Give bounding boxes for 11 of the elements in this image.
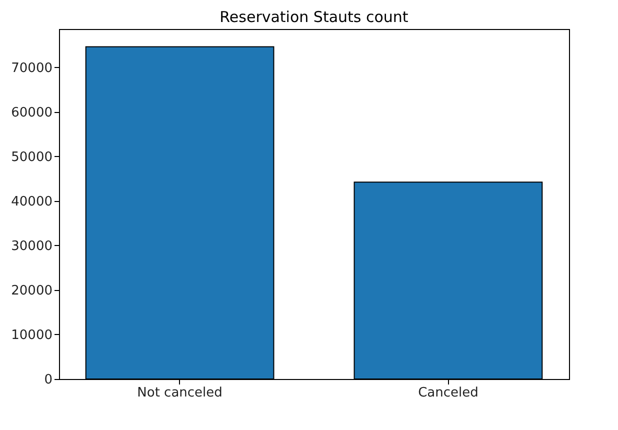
y-tick-label: 50000 [11,150,52,165]
y-tick-label: 60000 [11,105,52,120]
y-tick-label: 70000 [11,60,52,76]
y-tick-label: 10000 [11,328,52,343]
y-tick-label: 30000 [11,238,52,254]
x-tick-label: Not canceled [137,386,222,400]
x-tick-label: Canceled [418,386,478,400]
y-tick-label: 40000 [11,194,52,210]
y-tick-label: 0 [44,372,52,388]
chart-title: Reservation Stauts count [220,8,408,26]
y-tick-label: 20000 [11,283,52,298]
